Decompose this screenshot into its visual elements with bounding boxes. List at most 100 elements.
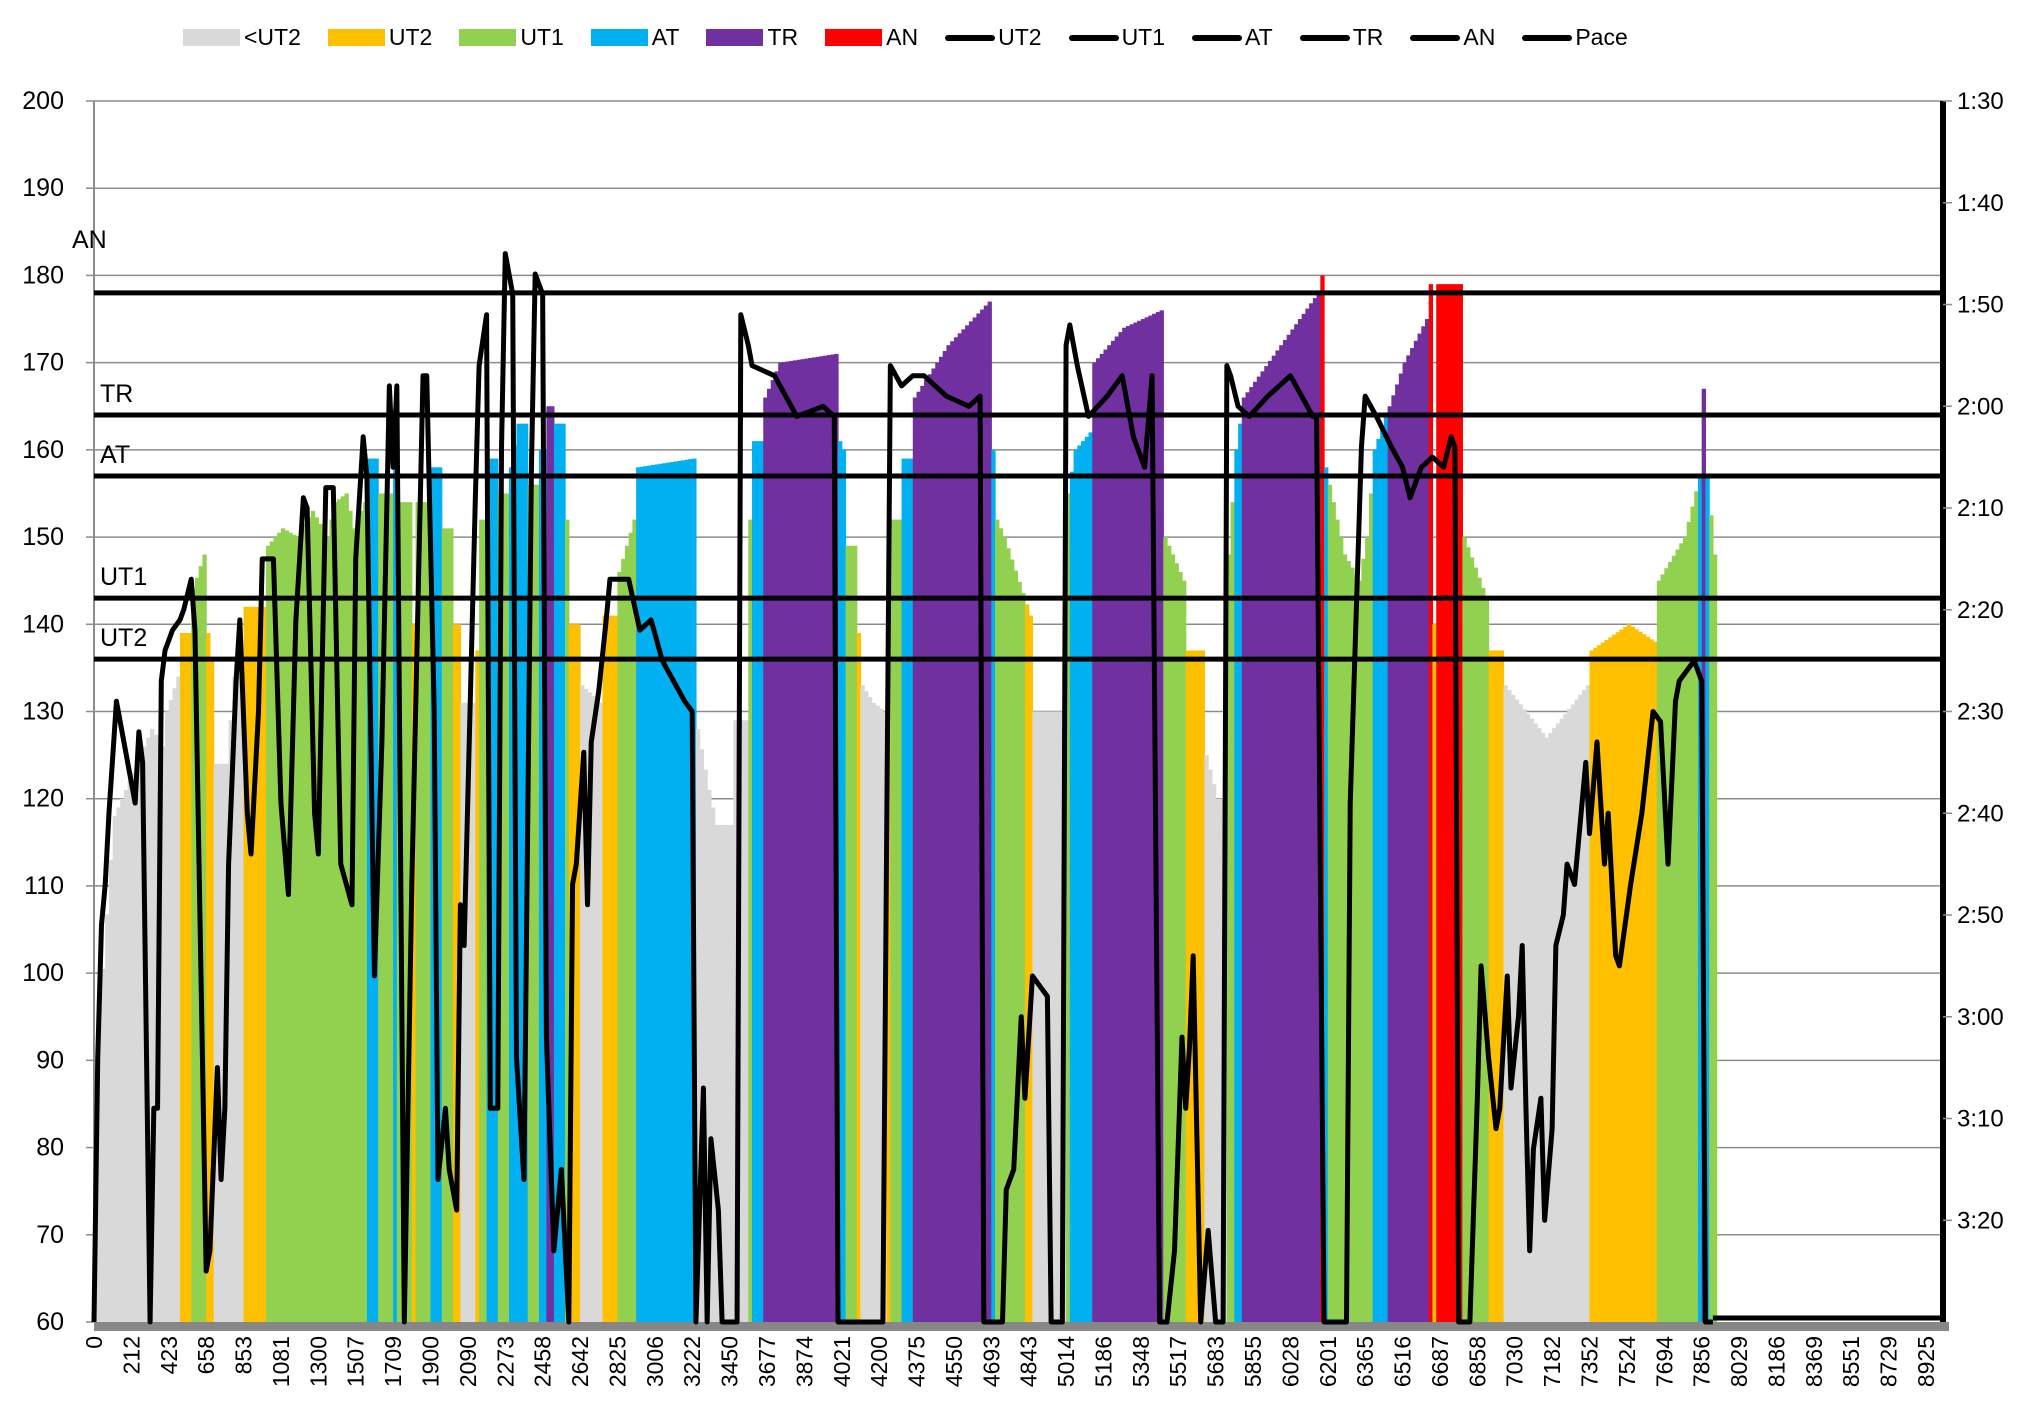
hr-bar	[905, 458, 910, 1322]
hr-bar	[972, 317, 977, 1322]
hr-bar	[1660, 574, 1665, 1322]
legend-item: TR	[1299, 24, 1383, 51]
hr-bar	[606, 615, 611, 1322]
hr-bar	[1215, 798, 1220, 1322]
hr-bar	[1230, 502, 1235, 1323]
legend-label: TR	[767, 24, 799, 50]
hr-bar	[284, 530, 290, 1322]
hr-bar	[912, 397, 918, 1322]
hr-bar	[718, 824, 723, 1322]
x-tick-label: 3450	[717, 1336, 743, 1387]
hr-bar	[1477, 577, 1482, 1322]
hr-bar	[531, 484, 536, 1322]
hr-bar	[1638, 631, 1643, 1322]
hr-bar	[1208, 769, 1213, 1322]
hr-bar	[1249, 387, 1254, 1322]
hr-bar	[811, 357, 817, 1322]
hr-bar	[781, 362, 787, 1323]
x-tick-label: 5348	[1128, 1336, 1154, 1387]
hr-bar	[262, 606, 267, 1322]
hr-bar	[1110, 340, 1116, 1322]
hr-bar	[366, 458, 372, 1322]
x-tick-label: 1900	[417, 1336, 443, 1387]
hr-bar	[1357, 580, 1363, 1322]
hr-bar	[1088, 432, 1093, 1322]
hr-bar	[1204, 755, 1209, 1322]
legend-item: UT1	[459, 24, 564, 51]
hr-bar	[1122, 327, 1127, 1322]
hr-bar	[378, 493, 383, 1322]
legend-item: UT2	[945, 24, 1042, 51]
hr-bar	[292, 534, 297, 1322]
hr-bar	[183, 633, 189, 1322]
hr-bar	[1623, 626, 1628, 1322]
hr-bar	[430, 467, 435, 1322]
hr-bar	[1533, 723, 1538, 1322]
hr-bar	[161, 746, 166, 1322]
hr-bar	[247, 606, 252, 1322]
hr-bar	[1578, 694, 1583, 1322]
hr-bar	[194, 577, 200, 1322]
hr-bar	[1267, 360, 1273, 1322]
hr-bar	[845, 545, 850, 1322]
hr-bar	[1077, 445, 1082, 1322]
hr-bar	[187, 633, 192, 1322]
hr-bar	[1290, 329, 1295, 1322]
x-tick-label: 1507	[343, 1336, 369, 1387]
hr-bar	[1286, 334, 1292, 1323]
x-tick-label: 1081	[268, 1336, 294, 1387]
y2-tick-label: 3:00	[1957, 1004, 2004, 1031]
hr-bar	[1582, 690, 1587, 1322]
hr-bar	[935, 362, 940, 1323]
x-tick-label: 4693	[978, 1336, 1004, 1387]
hr-bar	[404, 502, 409, 1323]
hr-bar	[1709, 515, 1714, 1322]
y2-tick-label: 1:40	[1957, 190, 2004, 217]
hr-bar	[1013, 570, 1019, 1322]
hr-bar	[1133, 322, 1138, 1322]
hr-bar	[232, 676, 237, 1322]
hr-bar	[1092, 362, 1097, 1323]
hr-bar	[1496, 650, 1501, 1322]
hr-bar	[1107, 345, 1112, 1322]
hr-bar	[217, 763, 222, 1322]
hr-bar	[1234, 449, 1239, 1322]
hr-bar	[1608, 637, 1613, 1322]
hr-bar	[1451, 284, 1456, 1322]
hr-bar	[1069, 471, 1075, 1322]
x-tick-label: 853	[231, 1336, 257, 1374]
legend-item: AT	[1192, 24, 1273, 51]
x-tick-label: 8925	[1913, 1336, 1939, 1387]
hr-bar	[744, 720, 749, 1322]
hr-bar	[916, 391, 921, 1322]
legend-line-marker	[1192, 34, 1243, 41]
x-tick-label: 3677	[754, 1336, 780, 1387]
hr-bar	[722, 824, 727, 1322]
hr-bar	[236, 676, 241, 1322]
hr-bar	[1036, 711, 1041, 1322]
hr-bar	[206, 633, 211, 1322]
hr-bar	[1327, 484, 1333, 1322]
hr-bar	[441, 528, 447, 1322]
x-tick-label: 6516	[1390, 1336, 1416, 1387]
y2-tick-label: 2:00	[1957, 393, 2004, 420]
hr-bar	[1335, 519, 1340, 1322]
hr-bar	[1361, 558, 1366, 1322]
hr-bar	[1439, 284, 1445, 1322]
y2-tick-label: 2:20	[1957, 597, 2004, 624]
hr-bar	[1148, 315, 1153, 1323]
hr-bar	[1372, 449, 1377, 1322]
hr-bar	[1604, 639, 1609, 1322]
hr-bar	[1066, 493, 1071, 1322]
hr-bar	[1432, 624, 1437, 1322]
hr-bar	[860, 685, 865, 1322]
hr-bar	[1425, 319, 1430, 1322]
hr-bar	[1458, 284, 1463, 1322]
hr-bar	[639, 466, 645, 1322]
y-tick-label: 90	[36, 1046, 64, 1074]
hr-bar	[740, 720, 746, 1322]
hr-bar	[621, 558, 626, 1322]
hr-bar	[1570, 704, 1576, 1322]
hr-bar	[479, 519, 484, 1322]
hr-bar	[1589, 650, 1594, 1322]
